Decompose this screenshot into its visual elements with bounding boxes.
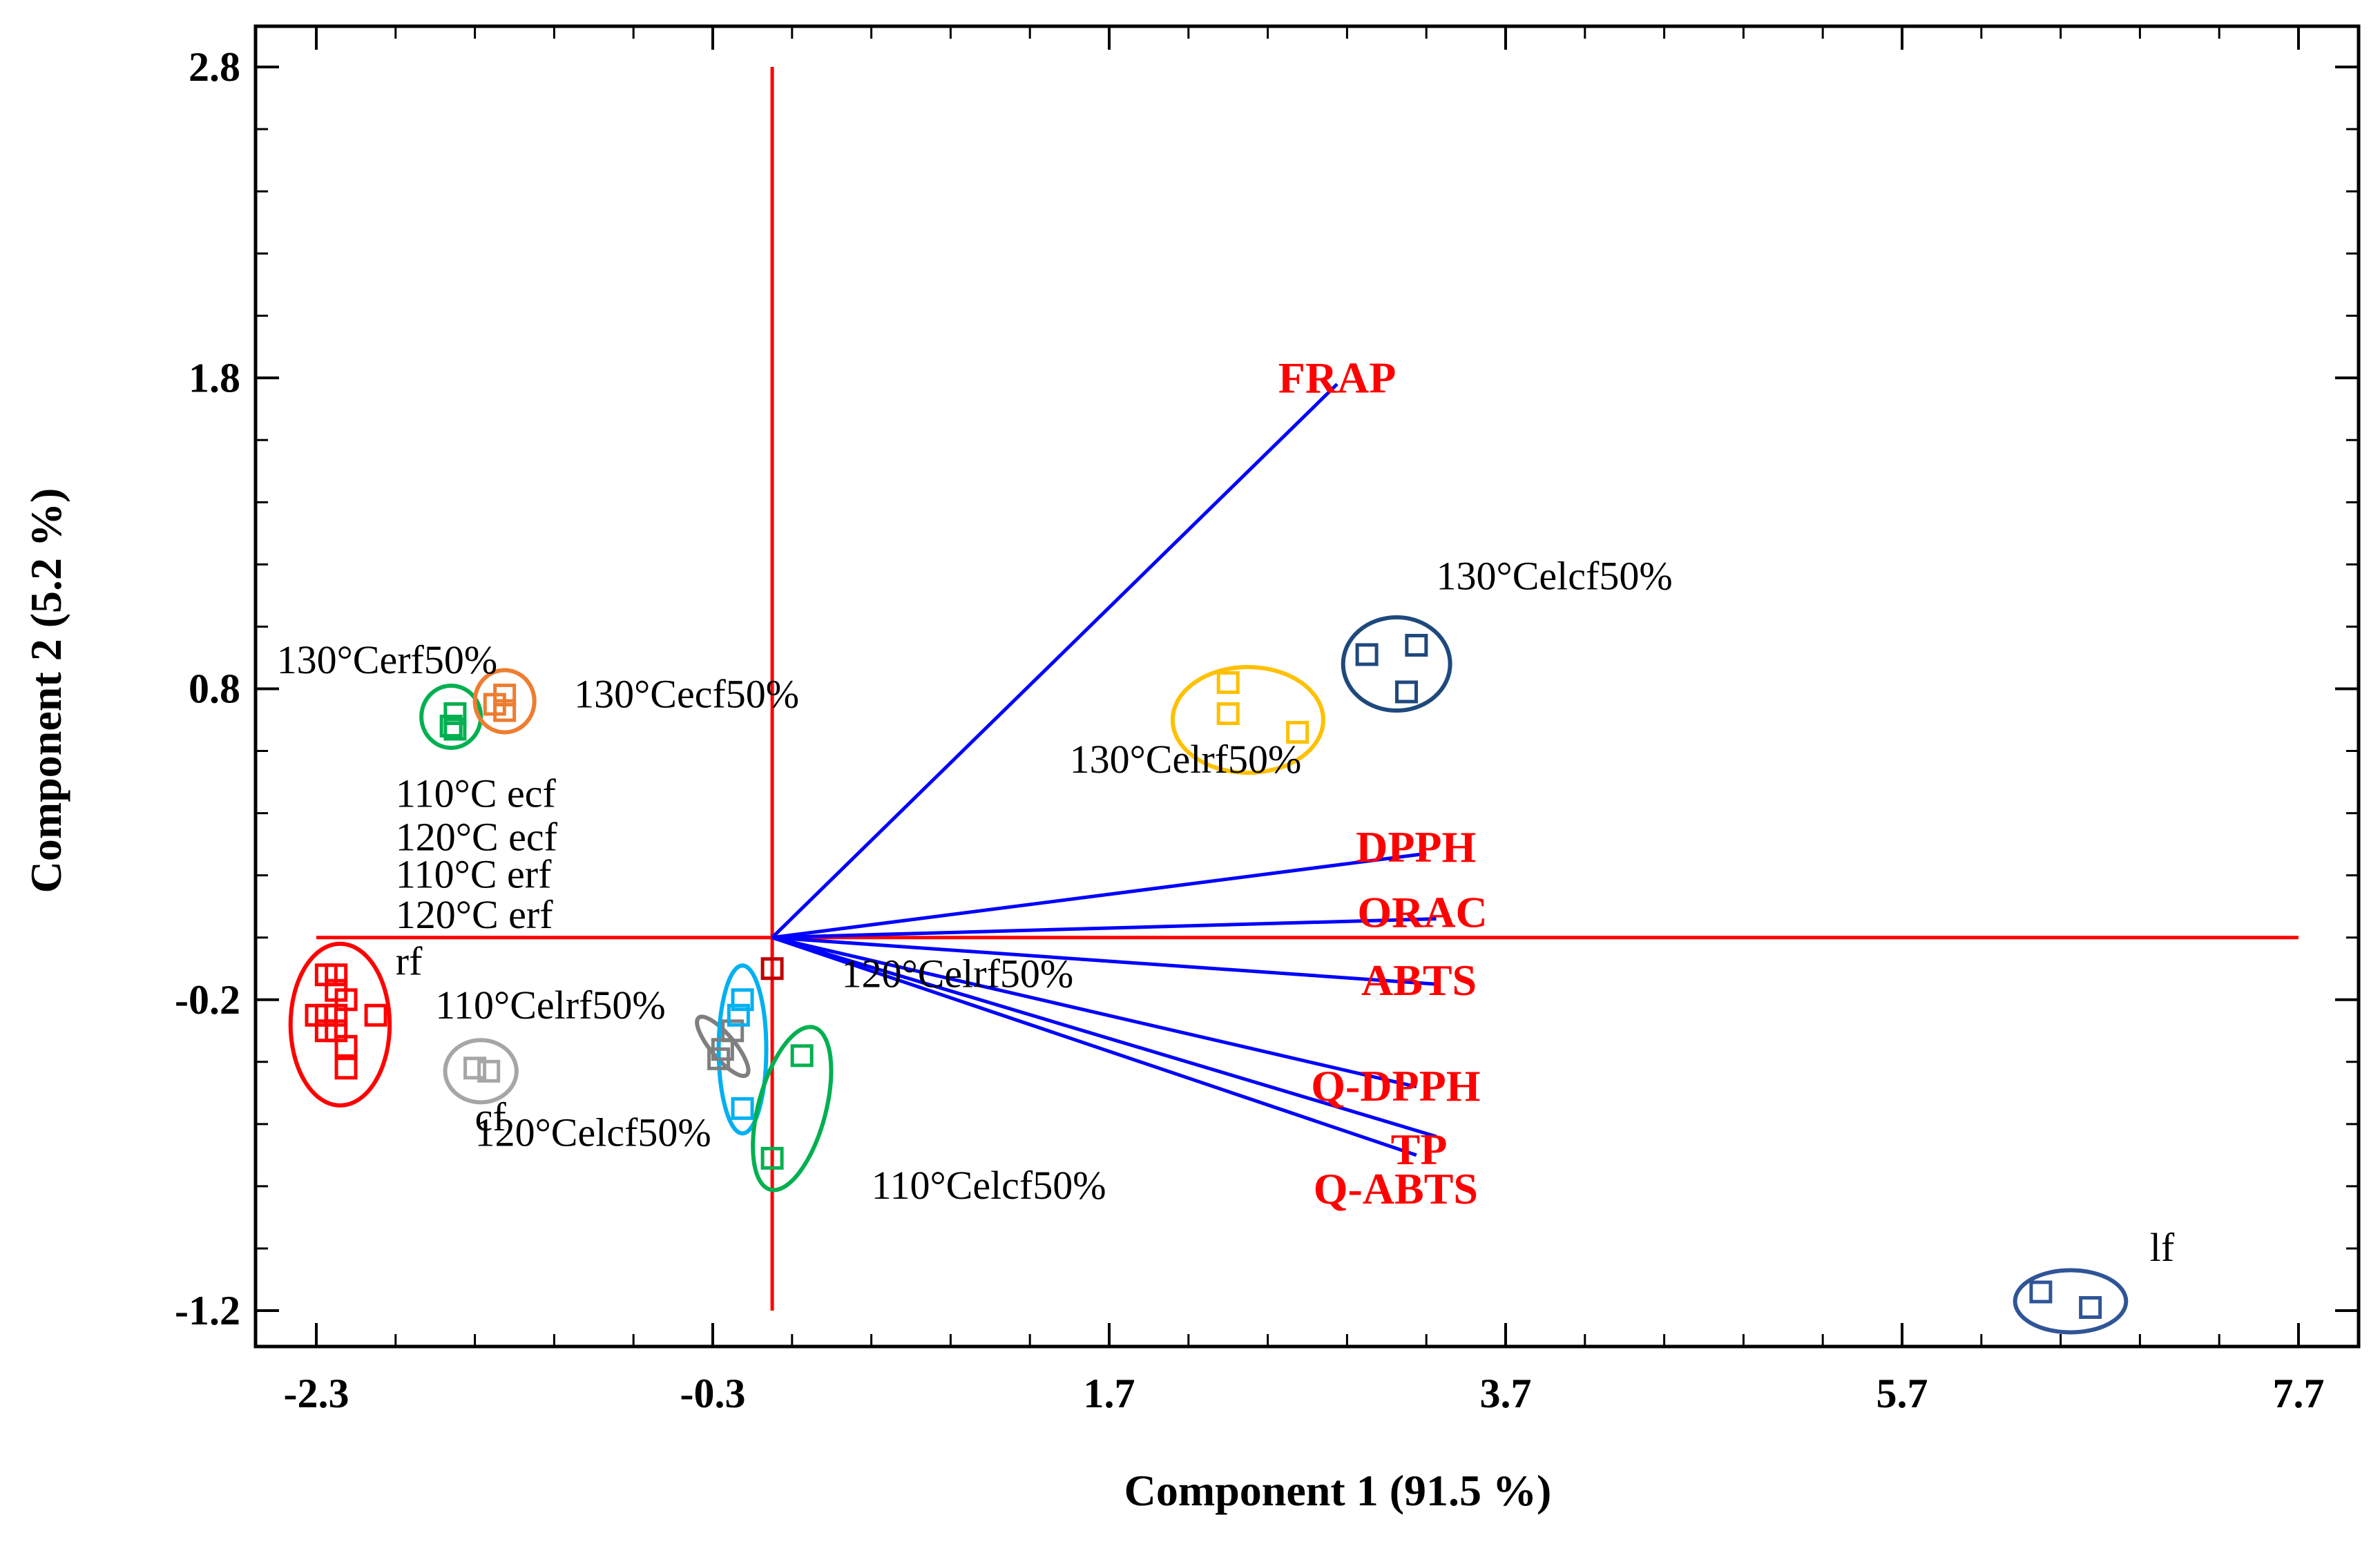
x-tick-label: -0.3 [680, 1371, 746, 1416]
score-point [731, 1097, 754, 1120]
score-point [439, 715, 463, 738]
score-point [334, 1034, 358, 1058]
loading-vector-dpph [771, 851, 1427, 940]
score-point [760, 957, 784, 981]
score-point [731, 988, 754, 1012]
loading-vectors [771, 383, 1437, 1157]
variable-labels: FRAP DPPH ORAC ABTS Q-DPPH TPQ-ABTS [1278, 353, 1488, 1213]
score-point [443, 717, 467, 741]
score-point [477, 1059, 501, 1083]
score-point [1216, 670, 1240, 694]
group-ellipse [1341, 615, 1452, 713]
score-point [790, 1044, 814, 1068]
group-ellipse [751, 1025, 834, 1193]
sample-label: 130°Cerf50% [277, 637, 498, 682]
score-point [1286, 721, 1309, 744]
group-ellipse [288, 941, 392, 1108]
loading-vector-q-dpph [771, 936, 1417, 1089]
score-point [1355, 643, 1379, 666]
score-point [1405, 633, 1428, 657]
variable-label: TP [1391, 1125, 1448, 1174]
sample-label: 110°Celrf50% [435, 983, 666, 1027]
group-ellipse [2013, 1268, 2129, 1335]
score-points [305, 633, 2102, 1319]
sample-label: 110°Celcf50% [872, 1163, 1106, 1208]
loading-vector-q-abts [771, 936, 1417, 1157]
sample-label: lf [2150, 1225, 2175, 1270]
group-ellipse [1170, 664, 1325, 775]
y-axis-title: Component 2 (5.2 %) [21, 488, 70, 894]
sample-label: 130°Celcf50% [1437, 553, 1673, 598]
score-point [334, 1056, 358, 1080]
variable-label: ORAC [1357, 888, 1487, 937]
score-point [325, 963, 348, 987]
variable-label: DPPH [1356, 822, 1476, 871]
variable-label: Q-DPPH [1311, 1061, 1480, 1110]
loading-vector-frap [771, 383, 1338, 939]
group-ellipse [472, 668, 537, 735]
sample-label: 130°Celrf50% [1070, 737, 1302, 782]
sample-label: 110°C erf [396, 852, 552, 897]
x-tick-label: 1.7 [1084, 1371, 1135, 1416]
score-point [760, 1146, 784, 1170]
loading-vector-tp [771, 936, 1437, 1139]
y-tick-label: -0.2 [175, 977, 240, 1023]
x-tick-label: -2.3 [284, 1371, 349, 1416]
score-point [1395, 680, 1418, 704]
variable-label: FRAP [1278, 353, 1397, 402]
group-ellipse [443, 1038, 519, 1105]
sample-label: 130°Cecf50% [574, 672, 799, 717]
sample-label: 120°Celcf50% [475, 1110, 711, 1155]
score-point [493, 699, 517, 722]
y-tick-label: 2.8 [189, 44, 240, 90]
group-ellipses [288, 615, 2129, 1335]
score-point [2029, 1280, 2053, 1304]
sample-label: 120°C ecf [396, 815, 558, 860]
sample-label: 120°Celrf50% [842, 952, 1074, 996]
score-point [364, 1003, 387, 1027]
score-point [2079, 1295, 2102, 1319]
sample-label: cf [475, 1094, 507, 1139]
score-point [707, 1047, 731, 1070]
score-point [727, 1003, 750, 1027]
tick-labels: -2.3 -0.3 1.7 3.7 5.7 7.7 -1.2 -0.2 0.8 1.8 2.8 [175, 44, 2324, 1416]
score-point [443, 702, 467, 726]
y-tick-label: -1.2 [175, 1288, 240, 1333]
sample-label: 110°C ecf [396, 771, 557, 816]
x-tick-label: 3.7 [1480, 1371, 1532, 1416]
y-tick-label: 1.8 [189, 355, 240, 401]
loading-vector-orac [772, 917, 1437, 940]
sample-label: 120°C erf [396, 892, 553, 937]
origin-axis-lines [316, 67, 2299, 1311]
x-axis-title: Component 1 (91.5 %) [1124, 1466, 1552, 1515]
plot-frame [253, 24, 2361, 1349]
variable-label: Q-ABTS [1314, 1164, 1478, 1213]
score-point [463, 1056, 487, 1080]
x-tick-label: 7.7 [2273, 1371, 2325, 1416]
sample-label: rf [396, 939, 423, 984]
sample-labels: 130°Celcf50% 130°Cerf50% 130°Cecf50% 130°Ce… [277, 553, 2175, 1270]
loading-vector-abts [771, 936, 1437, 986]
major-ticks [256, 26, 2359, 1347]
y-tick-label: 0.8 [189, 666, 240, 712]
score-point [1216, 702, 1240, 726]
x-tick-label: 5.7 [1877, 1371, 1928, 1416]
variable-label: ABTS [1361, 956, 1477, 1005]
